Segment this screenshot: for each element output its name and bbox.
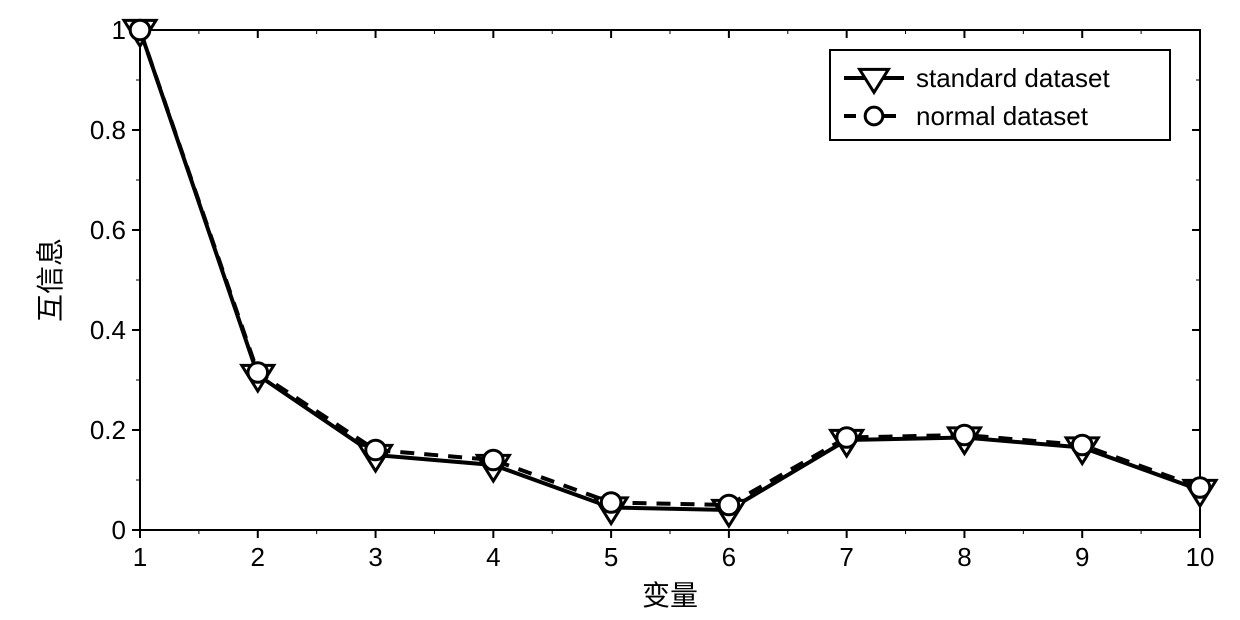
svg-text:0.4: 0.4 [90, 315, 126, 345]
svg-text:4: 4 [486, 542, 500, 572]
svg-text:0.6: 0.6 [90, 215, 126, 245]
x-axis-label: 变量 [642, 580, 698, 611]
svg-text:7: 7 [839, 542, 853, 572]
svg-text:6: 6 [722, 542, 736, 572]
svg-text:0: 0 [112, 515, 126, 545]
svg-text:9: 9 [1075, 542, 1089, 572]
svg-text:1: 1 [133, 542, 147, 572]
svg-text:8: 8 [957, 542, 971, 572]
legend-label-1: normal dataset [916, 101, 1089, 131]
line-chart: 1234567891000.20.40.60.81变量互信息standard d… [0, 0, 1240, 620]
svg-text:2: 2 [251, 542, 265, 572]
svg-text:5: 5 [604, 542, 618, 572]
y-axis-label: 互信息 [35, 238, 66, 322]
svg-text:10: 10 [1186, 542, 1215, 572]
chart-container: 1234567891000.20.40.60.81变量互信息standard d… [0, 0, 1240, 620]
svg-text:3: 3 [368, 542, 382, 572]
legend-label-0: standard dataset [916, 63, 1110, 93]
svg-text:0.8: 0.8 [90, 115, 126, 145]
svg-text:0.2: 0.2 [90, 415, 126, 445]
